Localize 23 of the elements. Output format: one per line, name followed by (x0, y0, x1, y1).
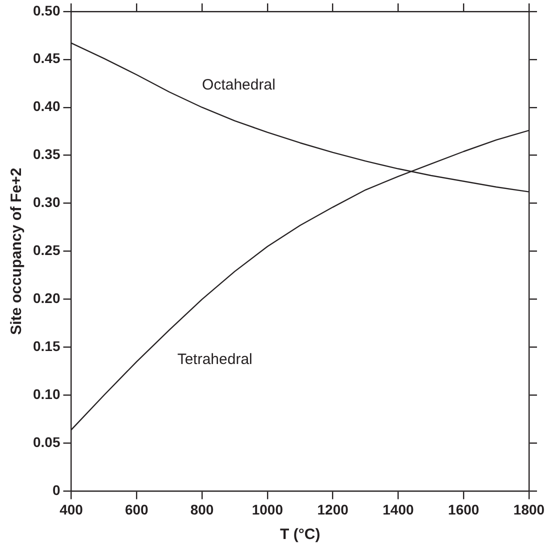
y-tick-label: 0 (52, 482, 60, 498)
x-tick-label: 400 (60, 501, 84, 518)
series-label: Octahedral (202, 76, 276, 94)
x-tick-label: 1800 (513, 501, 545, 518)
x-tick-label: 800 (190, 501, 214, 518)
series-label: Tetrahedral (177, 351, 252, 368)
x-tick-label: 600 (124, 501, 149, 518)
y-tick-label: 0.05 (33, 434, 60, 450)
y-axis-title: Site occupancy of Fe+2 (8, 168, 26, 335)
y-tick-label: 0.15 (33, 338, 60, 354)
y-tick-label: 0.40 (33, 98, 60, 114)
x-tick-label: 1400 (382, 501, 414, 518)
y-tick-label: 0.30 (33, 194, 60, 210)
x-tick-label: 1200 (317, 501, 349, 518)
y-tick-label: 0.35 (33, 146, 60, 162)
y-tick-label: 0.10 (33, 386, 60, 402)
y-tick-label: 0.45 (33, 50, 60, 66)
y-tick-label: 0.20 (33, 290, 60, 306)
x-tick-label: 1600 (448, 501, 480, 518)
y-tick-label: 0.25 (33, 242, 60, 258)
y-tick-label: 0.50 (33, 2, 60, 18)
x-axis-title: T (°C) (280, 526, 320, 544)
x-tick-label: 1000 (252, 501, 284, 518)
